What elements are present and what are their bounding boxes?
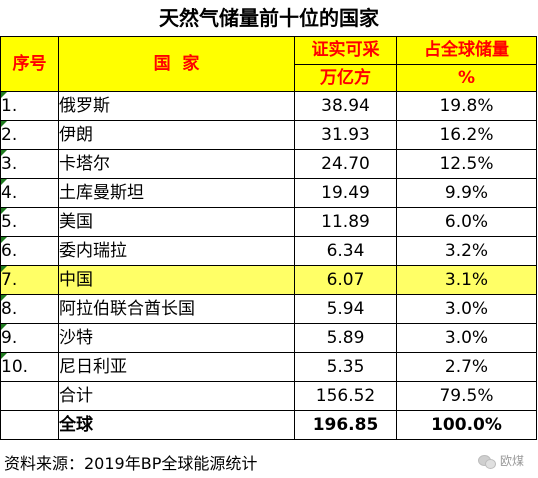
error-flag-icon bbox=[1, 208, 7, 214]
error-flag-icon bbox=[1, 353, 7, 359]
header-value-unit: 万亿方 bbox=[294, 64, 397, 92]
table-row: 4. 土库曼斯坦 19.49 9.9% bbox=[0, 178, 537, 208]
error-flag-icon bbox=[1, 237, 7, 243]
country-cell: 土库曼斯坦 bbox=[58, 178, 295, 208]
value-cell: 24.70 bbox=[294, 149, 397, 179]
value-cell: 5.94 bbox=[294, 294, 397, 324]
header-share-unit: % bbox=[396, 64, 537, 92]
share-cell: 3.0% bbox=[396, 294, 537, 324]
share-cell: 16.2% bbox=[396, 120, 537, 150]
value-cell: 31.93 bbox=[294, 120, 397, 150]
global-total-row: 全球 196.85 100.0% bbox=[0, 410, 537, 440]
global-value: 196.85 bbox=[294, 410, 397, 440]
global-share: 100.0% bbox=[396, 410, 537, 440]
empty-cell bbox=[0, 381, 59, 411]
share-cell: 6.0% bbox=[396, 207, 537, 237]
watermark: 欧煤 bbox=[477, 448, 524, 474]
header-share: 占全球储量 bbox=[396, 36, 537, 65]
table-row: 6. 委内瑞拉 6.34 3.2% bbox=[0, 236, 537, 266]
rank-cell: 2. bbox=[0, 120, 59, 150]
table-row: 5. 美国 11.89 6.0% bbox=[0, 207, 537, 237]
table-row-highlighted: 7. 中国 6.07 3.1% bbox=[0, 265, 537, 295]
rank-cell: 9. bbox=[0, 323, 59, 353]
error-flag-icon bbox=[1, 150, 7, 156]
share-cell: 9.9% bbox=[396, 178, 537, 208]
rank-cell: 6. bbox=[0, 236, 59, 266]
rank-cell: 10. bbox=[0, 352, 59, 382]
share-cell: 3.1% bbox=[396, 265, 537, 295]
country-cell: 卡塔尔 bbox=[58, 149, 295, 179]
table-row: 3. 卡塔尔 24.70 12.5% bbox=[0, 149, 537, 179]
country-cell: 中国 bbox=[58, 265, 295, 295]
share-cell: 3.0% bbox=[396, 323, 537, 353]
wechat-logo-icon bbox=[477, 454, 496, 469]
error-flag-icon bbox=[1, 295, 7, 301]
header-rank: 序号 bbox=[0, 36, 59, 92]
watermark-text: 欧煤 bbox=[499, 454, 524, 468]
value-cell: 6.34 bbox=[294, 236, 397, 266]
value-cell: 19.49 bbox=[294, 178, 397, 208]
error-flag-icon bbox=[1, 266, 7, 272]
country-cell: 尼日利亚 bbox=[58, 352, 295, 382]
header-country: 国 家 bbox=[58, 36, 295, 92]
rank-cell: 3. bbox=[0, 149, 59, 179]
subtotal-share: 79.5% bbox=[396, 381, 537, 411]
country-cell: 伊朗 bbox=[58, 120, 295, 150]
gas-reserves-table: 序号 国 家 证实可采 占全球储量 万亿方 % 1. 俄罗斯 38.94 19.… bbox=[0, 36, 537, 440]
share-cell: 3.2% bbox=[396, 236, 537, 266]
value-cell: 38.94 bbox=[294, 91, 397, 121]
error-flag-icon bbox=[1, 92, 7, 98]
rank-cell: 4. bbox=[0, 178, 59, 208]
error-flag-icon bbox=[1, 179, 7, 185]
subtotal-value: 156.52 bbox=[294, 381, 397, 411]
value-cell: 5.89 bbox=[294, 323, 397, 353]
table-row: 8. 阿拉伯联合酋长国 5.94 3.0% bbox=[0, 294, 537, 324]
country-cell: 委内瑞拉 bbox=[58, 236, 295, 266]
share-cell: 2.7% bbox=[396, 352, 537, 382]
table-row: 1. 俄罗斯 38.94 19.8% bbox=[0, 91, 537, 121]
rank-cell: 5. bbox=[0, 207, 59, 237]
country-cell: 沙特 bbox=[58, 323, 295, 353]
global-label: 全球 bbox=[58, 410, 295, 440]
country-cell: 美国 bbox=[58, 207, 295, 237]
table-row: 9. 沙特 5.89 3.0% bbox=[0, 323, 537, 353]
subtotal-label: 合计 bbox=[58, 381, 295, 411]
source-note: 资料来源：2019年BP全球能源统计 bbox=[4, 454, 258, 473]
subtotal-row: 合计 156.52 79.5% bbox=[0, 381, 537, 411]
rank-cell: 1. bbox=[0, 91, 59, 121]
table-title: 天然气储量前十位的国家 bbox=[159, 6, 379, 30]
rank-cell: 8. bbox=[0, 294, 59, 324]
country-cell: 阿拉伯联合酋长国 bbox=[58, 294, 295, 324]
value-cell: 11.89 bbox=[294, 207, 397, 237]
value-cell: 6.07 bbox=[294, 265, 397, 295]
share-cell: 19.8% bbox=[396, 91, 537, 121]
value-cell: 5.35 bbox=[294, 352, 397, 382]
error-flag-icon bbox=[1, 121, 7, 127]
rank-cell: 7. bbox=[0, 265, 59, 295]
country-cell: 俄罗斯 bbox=[58, 91, 295, 121]
table-row: 10. 尼日利亚 5.35 2.7% bbox=[0, 352, 537, 382]
share-cell: 12.5% bbox=[396, 149, 537, 179]
table-row: 2. 伊朗 31.93 16.2% bbox=[0, 120, 537, 150]
empty-cell bbox=[0, 410, 59, 440]
error-flag-icon bbox=[1, 324, 7, 330]
header-value: 证实可采 bbox=[294, 36, 397, 65]
